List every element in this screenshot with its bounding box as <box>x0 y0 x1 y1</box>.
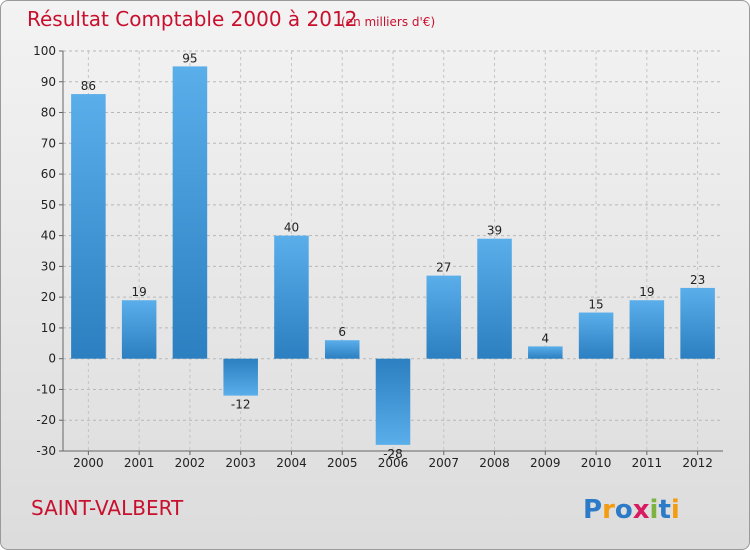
x-tick-label: 2001 <box>124 456 155 470</box>
bar-2009 <box>528 346 563 359</box>
x-tick-label: 2012 <box>682 456 713 470</box>
brand-letter: r <box>602 495 615 525</box>
chart-subtitle: (en milliers d'€) <box>341 15 435 29</box>
y-tick-label: -20 <box>36 413 56 427</box>
y-tick-label: 10 <box>41 321 56 335</box>
bar-2000 <box>71 94 106 359</box>
data-label: 39 <box>487 224 502 238</box>
data-label: -28 <box>383 447 403 461</box>
chart-title: Résultat Comptable 2000 à 2012 <box>27 7 357 31</box>
brand-letter: i <box>671 495 680 525</box>
y-tick-label: 80 <box>41 106 56 120</box>
data-label: 6 <box>338 325 346 339</box>
x-tick-label: 2007 <box>428 456 459 470</box>
y-tick-label: 90 <box>41 75 56 89</box>
y-tick-label: 30 <box>41 259 56 273</box>
brand-letter: x <box>633 495 650 525</box>
bar-2008 <box>477 238 512 359</box>
data-label: -12 <box>231 398 251 412</box>
data-label: 95 <box>182 51 197 65</box>
brand-logo: Proxiti <box>583 495 680 525</box>
data-label: 40 <box>284 221 299 235</box>
x-tick-label: 2000 <box>73 456 104 470</box>
data-label: 23 <box>690 273 705 287</box>
y-tick-label: 60 <box>41 167 56 181</box>
x-tick-label: 2003 <box>225 456 256 470</box>
x-tick-label: 2004 <box>276 456 307 470</box>
x-tick-label: 2006 <box>378 456 409 470</box>
location-name: SAINT-VALBERT <box>31 496 184 520</box>
brand-letter: P <box>583 495 602 525</box>
bar-2006 <box>375 358 411 445</box>
x-tick-label: 2010 <box>581 456 612 470</box>
brand-letter: o <box>615 495 633 525</box>
bar-2012 <box>680 287 715 359</box>
x-tick-label: 2009 <box>530 456 561 470</box>
brand-letter: i <box>650 495 659 525</box>
brand-letter: t <box>658 495 670 525</box>
x-tick-label: 2005 <box>327 456 358 470</box>
data-label: 4 <box>541 331 549 345</box>
bar-2004 <box>274 235 309 359</box>
x-tick-label: 2011 <box>632 456 663 470</box>
y-tick-label: 40 <box>41 229 56 243</box>
x-tick-label: 2002 <box>175 456 206 470</box>
x-tick-label: 2008 <box>479 456 510 470</box>
bar-2003 <box>223 358 258 396</box>
data-label: 15 <box>588 298 603 312</box>
y-tick-label: -10 <box>36 382 56 396</box>
y-tick-label: 100 <box>33 44 56 58</box>
data-labels: 86 19 95 -12 40 6 -28 27 39 4 15 19 23 <box>81 51 706 460</box>
y-tick-label: -30 <box>36 444 56 458</box>
y-tick-label: 70 <box>41 136 56 150</box>
y-tick-label: 20 <box>41 290 56 304</box>
y-tick-label: 50 <box>41 198 56 212</box>
data-label: 19 <box>639 285 654 299</box>
bar-2001 <box>121 300 157 359</box>
data-label: 19 <box>132 285 147 299</box>
bar-2005 <box>324 340 360 359</box>
y-tick-label: 0 <box>48 352 56 366</box>
bar-2002 <box>172 66 208 359</box>
bar-2011 <box>629 300 665 359</box>
data-label: 27 <box>436 261 451 275</box>
bar-2010 <box>578 312 614 359</box>
bars <box>71 66 715 445</box>
bar-2007 <box>426 275 462 359</box>
data-label: 86 <box>81 79 96 93</box>
